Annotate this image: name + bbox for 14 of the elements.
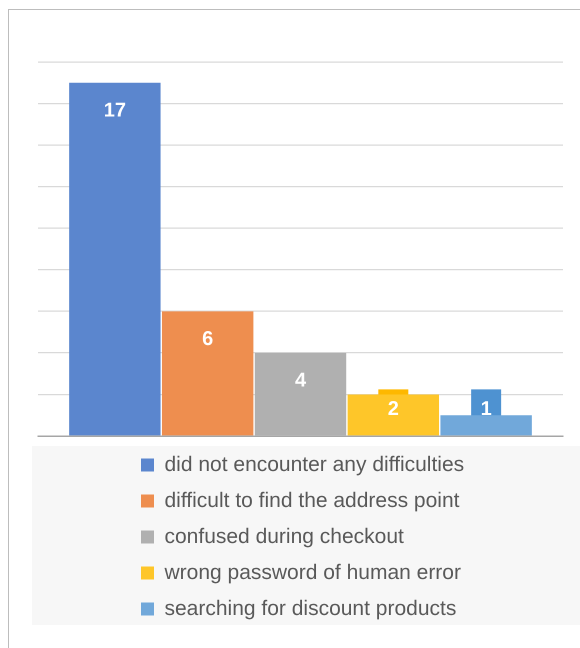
bar	[162, 311, 254, 436]
bar	[69, 82, 161, 436]
data-label: 6	[202, 328, 214, 350]
bar	[348, 394, 440, 436]
data-label: 17	[104, 99, 126, 122]
data-label: 4	[294, 369, 307, 392]
legend-label: did not encounter any difficulties	[164, 452, 464, 476]
data-label: 1	[480, 398, 492, 420]
legend-label: difficult to find the address point	[164, 488, 460, 512]
data-label: 2	[388, 398, 399, 420]
bar	[440, 415, 532, 436]
legend-label: searching for discount products	[164, 596, 456, 620]
legend-label: confused during checkout	[164, 524, 404, 548]
legend-label: wrong password of human error	[164, 560, 461, 584]
